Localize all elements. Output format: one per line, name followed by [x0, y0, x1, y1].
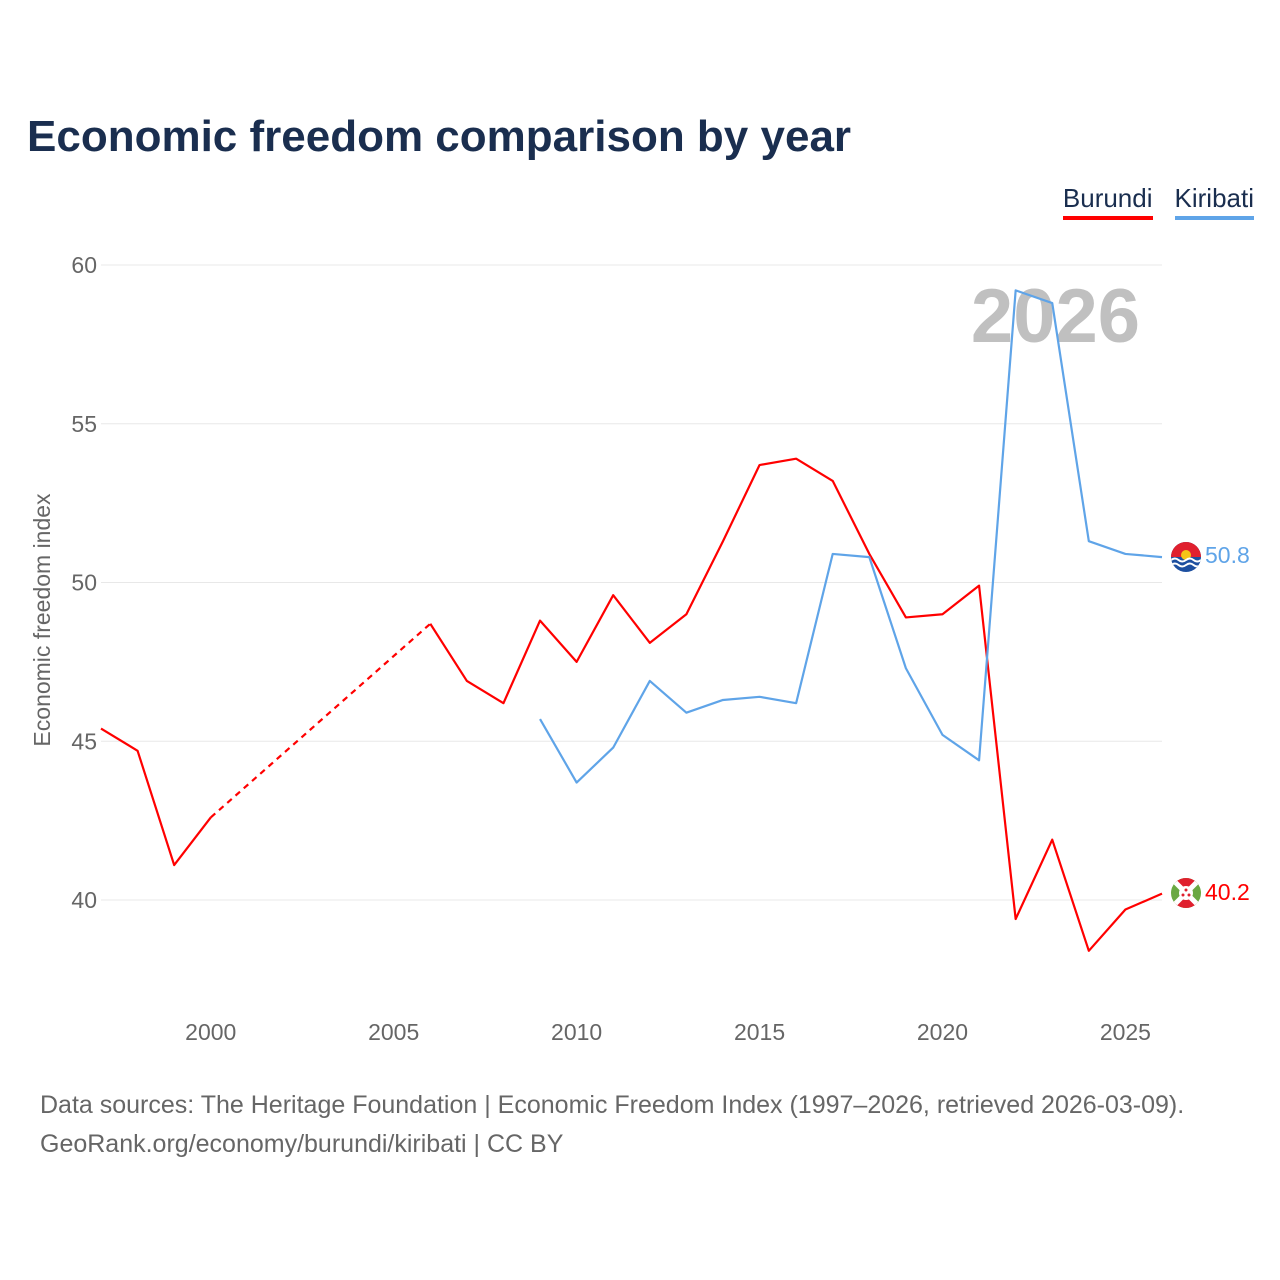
chart-title: Economic freedom comparison by year: [27, 112, 852, 161]
x-tick-label: 2025: [1100, 1019, 1151, 1045]
legend-burundi[interactable]: Burundi: [1062, 183, 1153, 220]
footer: Data sources: The Heritage Foundation | …: [40, 1086, 1184, 1164]
y-axis-label: Economic freedom index: [29, 493, 55, 747]
x-tick-label: 2015: [734, 1019, 785, 1045]
x-tick-label: 2005: [368, 1019, 419, 1045]
x-tick-label: 2010: [551, 1019, 602, 1045]
kiribati-flag-icon: [1171, 542, 1201, 572]
footer-sources: Data sources: The Heritage Foundation | …: [40, 1091, 1185, 1119]
y-tick-label: 40: [71, 887, 97, 913]
burundi-flag-icon: [1171, 878, 1201, 908]
y-tick-label: 55: [71, 411, 97, 437]
legend: Burundi Kiribati: [1062, 183, 1254, 220]
y-tick-label: 45: [71, 728, 97, 754]
x-tick-label: 2020: [917, 1019, 968, 1045]
burundi-gap-line: [210, 622, 432, 819]
y-tick-label: 60: [71, 252, 97, 278]
kiribati-end-label: 50.8: [1205, 542, 1250, 568]
kiribati-line: [539, 289, 1163, 784]
burundi-line: [429, 457, 1163, 952]
watermark-year: 2026: [971, 274, 1140, 359]
legend-kiribati[interactable]: Kiribati: [1174, 183, 1254, 220]
x-tick-label: 2000: [185, 1019, 236, 1045]
y-tick-label: 50: [71, 570, 97, 596]
footer-credit[interactable]: GeoRank.org/economy/burundi/kiribati | C…: [40, 1130, 564, 1158]
burundi-end-label: 40.2: [1205, 879, 1250, 905]
burundi-line: [100, 727, 212, 867]
